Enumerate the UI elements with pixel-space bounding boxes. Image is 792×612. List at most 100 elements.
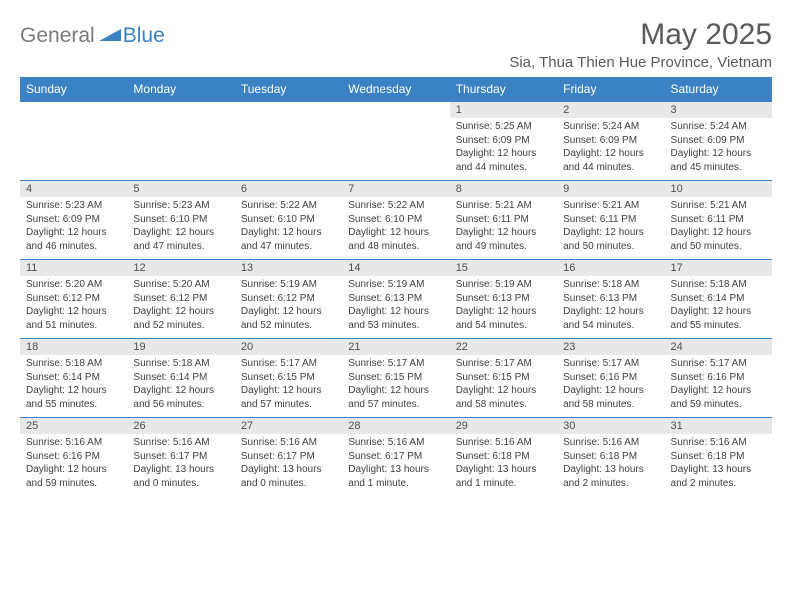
weekday-header: Monday (127, 77, 234, 102)
sunset-text: Sunset: 6:09 PM (456, 134, 551, 148)
day-number-cell: 27 (235, 418, 342, 435)
sunrise-text: Sunrise: 5:16 AM (671, 436, 766, 450)
daylight-text: Daylight: 13 hours and 1 minute. (456, 463, 551, 490)
day-number-cell: 7 (342, 181, 449, 198)
day-number-cell: 30 (557, 418, 664, 435)
sunrise-text: Sunrise: 5:24 AM (563, 120, 658, 134)
day-content-cell: Sunrise: 5:16 AMSunset: 6:16 PMDaylight:… (20, 434, 127, 496)
day-content-cell: Sunrise: 5:16 AMSunset: 6:18 PMDaylight:… (557, 434, 664, 496)
daylight-text: Daylight: 12 hours and 47 minutes. (133, 226, 228, 253)
sunset-text: Sunset: 6:09 PM (671, 134, 766, 148)
weekday-header: Friday (557, 77, 664, 102)
day-number-row: 11121314151617 (20, 260, 772, 277)
sunset-text: Sunset: 6:11 PM (456, 213, 551, 227)
day-content-cell: Sunrise: 5:17 AMSunset: 6:15 PMDaylight:… (235, 355, 342, 418)
logo-text-blue: Blue (123, 24, 165, 48)
day-content-cell: Sunrise: 5:23 AMSunset: 6:09 PMDaylight:… (20, 197, 127, 260)
day-number-cell: 24 (665, 339, 772, 356)
day-content-row: Sunrise: 5:23 AMSunset: 6:09 PM Daylight:… (20, 197, 772, 260)
sunset-text: Sunset: 6:10 PM (133, 213, 228, 227)
sunrise-text: Sunrise: 5:17 AM (671, 357, 766, 371)
daylight-text: Daylight: 12 hours and 49 minutes. (456, 226, 551, 253)
logo: General Blue (20, 18, 165, 48)
day-content-cell: Sunrise: 5:21 AMSunset: 6:11 PMDaylight:… (450, 197, 557, 260)
day-content-row: Sunrise: 5:18 AMSunset: 6:14 PMDaylight:… (20, 355, 772, 418)
daylight-text: Daylight: 13 hours and 2 minutes. (671, 463, 766, 490)
daylight-text: Daylight: 12 hours and 47 minutes. (241, 226, 336, 253)
day-content-cell (235, 118, 342, 181)
day-number-row: 18192021222324 (20, 339, 772, 356)
daylight-text: Daylight: 12 hours and 59 minutes. (26, 463, 121, 490)
sunrise-text: Sunrise: 5:18 AM (26, 357, 121, 371)
location-text: Sia, Thua Thien Hue Province, Vietnam (509, 54, 772, 71)
sunset-text: Sunset: 6:16 PM (563, 371, 658, 385)
sunrise-text: Sunrise: 5:16 AM (26, 436, 121, 450)
sunset-text: Sunset: 6:11 PM (671, 213, 766, 227)
sunset-text: Sunset: 6:15 PM (456, 371, 551, 385)
day-content-cell: Sunrise: 5:17 AMSunset: 6:16 PMDaylight:… (557, 355, 664, 418)
day-content-cell: Sunrise: 5:24 AMSunset: 6:09 PMDaylight:… (665, 118, 772, 181)
daylight-text: Daylight: 12 hours and 50 minutes. (671, 226, 766, 253)
weekday-header-row: Sunday Monday Tuesday Wednesday Thursday… (20, 77, 772, 102)
daylight-text: Daylight: 12 hours and 58 minutes. (563, 384, 658, 411)
day-content-cell: Sunrise: 5:16 AMSunset: 6:17 PMDaylight:… (235, 434, 342, 496)
day-content-cell: Sunrise: 5:22 AMSunset: 6:10 PMDaylight:… (235, 197, 342, 260)
day-number-row: 123 (20, 102, 772, 119)
sunrise-text: Sunrise: 5:16 AM (348, 436, 443, 450)
sunset-text: Sunset: 6:13 PM (348, 292, 443, 306)
daylight-text: Daylight: 12 hours and 55 minutes. (671, 305, 766, 332)
daylight-text: Daylight: 12 hours and 58 minutes. (456, 384, 551, 411)
day-number-cell: 25 (20, 418, 127, 435)
day-content-cell: Sunrise: 5:18 AMSunset: 6:14 PMDaylight:… (665, 276, 772, 339)
day-number-cell: 1 (450, 102, 557, 119)
day-number-cell: 28 (342, 418, 449, 435)
sunrise-text: Sunrise: 5:17 AM (456, 357, 551, 371)
day-number-cell: 5 (127, 181, 234, 198)
day-number-cell: 22 (450, 339, 557, 356)
day-number-cell: 29 (450, 418, 557, 435)
day-number-cell: 10 (665, 181, 772, 198)
day-content-cell: Sunrise: 5:18 AMSunset: 6:14 PMDaylight:… (127, 355, 234, 418)
sunrise-text: Sunrise: 5:25 AM (456, 120, 551, 134)
sunset-text: Sunset: 6:18 PM (563, 450, 658, 464)
sunrise-text: Sunrise: 5:22 AM (348, 199, 443, 213)
sunset-text: Sunset: 6:09 PM (26, 213, 121, 227)
sunset-text: Sunset: 6:16 PM (671, 371, 766, 385)
daylight-text: Daylight: 12 hours and 51 minutes. (26, 305, 121, 332)
weekday-header: Saturday (665, 77, 772, 102)
day-content-cell: Sunrise: 5:24 AMSunset: 6:09 PMDaylight:… (557, 118, 664, 181)
day-content-cell: Sunrise: 5:19 AMSunset: 6:12 PMDaylight:… (235, 276, 342, 339)
day-content-cell: Sunrise: 5:20 AMSunset: 6:12 PMDaylight:… (20, 276, 127, 339)
sunset-text: Sunset: 6:11 PM (563, 213, 658, 227)
day-number-row: 25262728293031 (20, 418, 772, 435)
calendar-table: Sunday Monday Tuesday Wednesday Thursday… (20, 77, 772, 496)
day-number-cell: 15 (450, 260, 557, 277)
day-number-cell: 6 (235, 181, 342, 198)
sunrise-text: Sunrise: 5:17 AM (241, 357, 336, 371)
day-content-cell: Sunrise: 5:19 AMSunset: 6:13 PMDaylight:… (342, 276, 449, 339)
sunrise-text: Sunrise: 5:17 AM (348, 357, 443, 371)
daylight-text: Daylight: 12 hours and 55 minutes. (26, 384, 121, 411)
day-number-cell: 20 (235, 339, 342, 356)
daylight-text: Daylight: 12 hours and 44 minutes. (456, 147, 551, 174)
sunrise-text: Sunrise: 5:16 AM (241, 436, 336, 450)
day-number-cell: 2 (557, 102, 664, 119)
sunrise-text: Sunrise: 5:20 AM (26, 278, 121, 292)
sunrise-text: Sunrise: 5:16 AM (456, 436, 551, 450)
sunrise-text: Sunrise: 5:16 AM (133, 436, 228, 450)
daylight-text: Daylight: 12 hours and 50 minutes. (563, 226, 658, 253)
sunrise-text: Sunrise: 5:23 AM (26, 199, 121, 213)
sunrise-text: Sunrise: 5:17 AM (563, 357, 658, 371)
sunset-text: Sunset: 6:12 PM (133, 292, 228, 306)
title-block: May 2025 Sia, Thua Thien Hue Province, V… (509, 18, 772, 71)
day-number-cell: 3 (665, 102, 772, 119)
sunrise-text: Sunrise: 5:19 AM (348, 278, 443, 292)
day-content-cell: Sunrise: 5:16 AMSunset: 6:18 PMDaylight:… (665, 434, 772, 496)
sunset-text: Sunset: 6:12 PM (26, 292, 121, 306)
sunset-text: Sunset: 6:17 PM (241, 450, 336, 464)
day-content-cell: Sunrise: 5:17 AMSunset: 6:16 PMDaylight:… (665, 355, 772, 418)
sunset-text: Sunset: 6:13 PM (563, 292, 658, 306)
day-number-cell: 4 (20, 181, 127, 198)
day-content-cell: Sunrise: 5:18 AMSunset: 6:14 PMDaylight:… (20, 355, 127, 418)
day-number-cell: 11 (20, 260, 127, 277)
